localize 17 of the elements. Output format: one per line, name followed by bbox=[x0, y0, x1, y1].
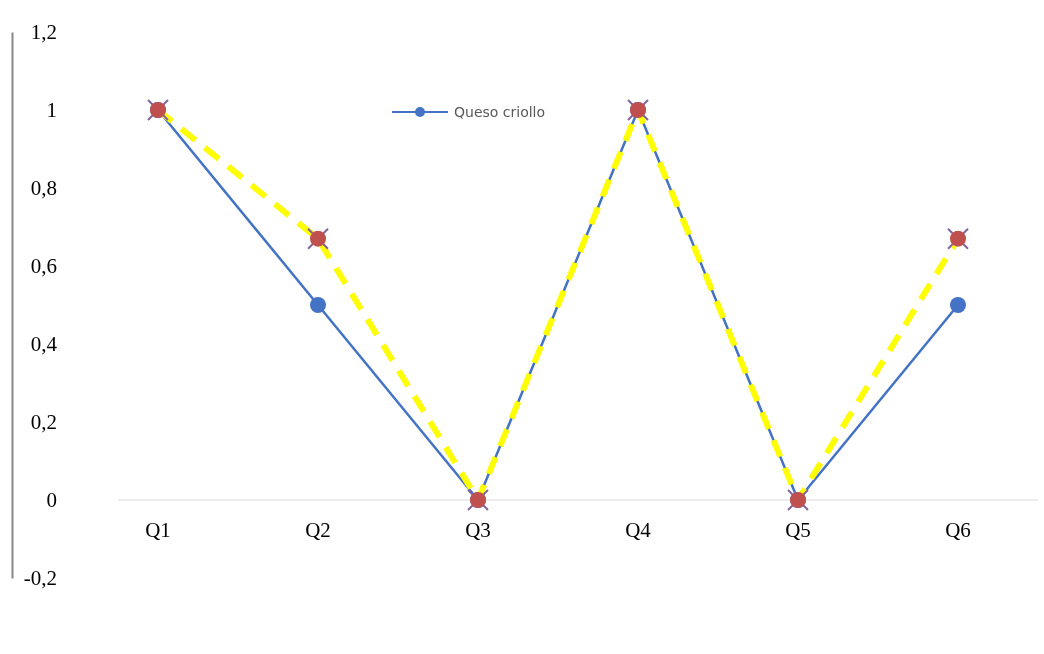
y-tick-label: 1 bbox=[46, 98, 57, 123]
legend-label: Queso criollo bbox=[454, 103, 546, 120]
point bbox=[310, 297, 326, 313]
y-tick-label: 0,2 bbox=[30, 410, 57, 435]
point bbox=[950, 297, 966, 313]
y-tick-label: 0 bbox=[46, 488, 57, 513]
y-tick-label: 0,4 bbox=[30, 332, 58, 357]
x-tick-label: Q3 bbox=[465, 517, 491, 542]
x-tick-label: Q4 bbox=[625, 517, 652, 542]
y-tick-label: 0,8 bbox=[30, 176, 57, 201]
y-tick-label: 1,2 bbox=[30, 20, 57, 45]
y-tick-label: -0,2 bbox=[23, 566, 57, 591]
x-tick-label: Q6 bbox=[945, 517, 971, 542]
x-tick-label: Q5 bbox=[785, 517, 811, 542]
x-tick-label: Q1 bbox=[145, 517, 171, 542]
x-tick-label: Q2 bbox=[305, 517, 331, 542]
y-tick-label: 0,6 bbox=[30, 254, 57, 279]
